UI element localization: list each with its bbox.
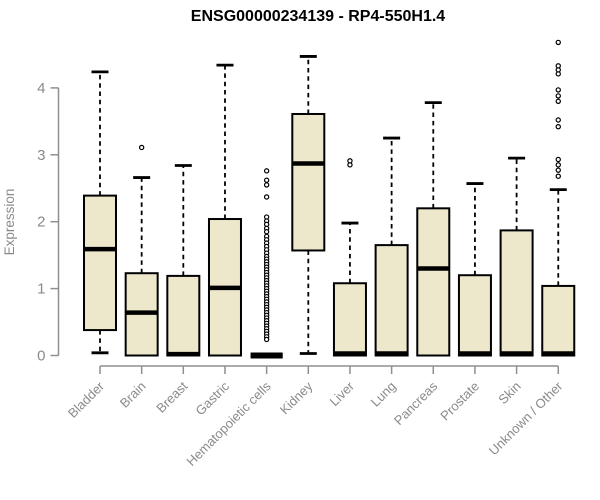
x-category-label: Breast [153, 378, 190, 415]
y-axis-title: Expression [2, 189, 17, 256]
outlier-point [555, 39, 561, 46]
boxplot-hematopoietic-cells [250, 168, 283, 359]
x-category-label: Liver [327, 378, 358, 409]
boxplot-pancreas [416, 101, 451, 357]
outlier-point [263, 336, 270, 343]
boxplot-prostate [457, 182, 492, 357]
iqr-box [457, 274, 492, 357]
boxplot-bladder [83, 70, 117, 355]
iqr-box [166, 274, 201, 357]
boxplot-gastric [207, 63, 242, 357]
y-tick-label: 1 [37, 281, 45, 298]
y-tick-label: 4 [37, 80, 45, 97]
x-category-label: Pancreas [391, 378, 441, 428]
x-category-label: Unknown / Other [486, 378, 566, 458]
x-category-label: Brain [117, 379, 149, 411]
chart-title: ENSG00000234139 - RP4-550H1.4 [191, 8, 445, 25]
y-tick-label: 2 [37, 214, 45, 231]
iqr-box [499, 229, 534, 357]
iqr-box [541, 284, 576, 357]
outlier-point [263, 194, 270, 200]
outlier-point [555, 162, 561, 168]
outlier-point [555, 117, 561, 123]
x-category-label: Bladder [65, 378, 108, 421]
iqr-box [416, 207, 451, 357]
y-tick-label: 3 [37, 147, 45, 164]
outlier-point [555, 173, 561, 179]
iqr-box [374, 244, 409, 357]
outlier-point [555, 124, 561, 130]
outlier-point [347, 158, 353, 164]
outlier-point [555, 167, 561, 173]
outlier-point [263, 177, 270, 183]
outlier-point [555, 63, 561, 69]
boxplot-lung [374, 136, 409, 357]
outlier-point [263, 229, 270, 235]
iqr-box [83, 194, 117, 332]
outlier-point [555, 93, 561, 99]
x-category-label: Gastric [192, 378, 232, 418]
x-category-label: Lung [368, 379, 399, 410]
outlier-point [555, 98, 561, 104]
iqr-box [332, 282, 367, 357]
boxplot-skin [499, 156, 534, 357]
boxplot-brain [124, 144, 159, 357]
y-tick-label: 0 [37, 348, 45, 365]
outlier-point [138, 144, 145, 151]
boxplot-breast [166, 164, 201, 357]
x-category-label: Prostate [437, 379, 482, 424]
x-category-label: Kidney [277, 378, 316, 417]
x-category-label: Skin [495, 379, 523, 407]
outlier-point [555, 156, 561, 163]
boxplot-kidney [291, 55, 326, 355]
outlier-point [263, 168, 270, 174]
outlier-point [555, 87, 561, 93]
boxplot-unknown-other [541, 39, 576, 357]
boxplot-liver [332, 158, 367, 357]
outlier-point [263, 182, 270, 188]
iqr-box [291, 112, 326, 252]
